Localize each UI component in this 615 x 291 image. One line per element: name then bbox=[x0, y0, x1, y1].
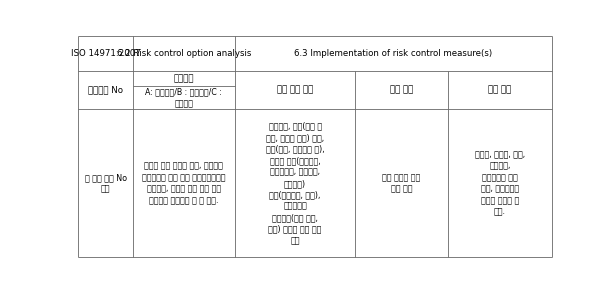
Text: 검증 자료에 대한
방법 기술: 검증 자료에 대한 방법 기술 bbox=[383, 173, 421, 194]
Text: 6.3 Implementation of risk control measure(s): 6.3 Implementation of risk control measu… bbox=[294, 49, 493, 58]
Text: 각 위험 식별 No
기입: 각 위험 식별 No 기입 bbox=[85, 173, 127, 194]
Text: 검증 방법: 검증 방법 bbox=[390, 86, 413, 95]
Text: ISO 14971:2007: ISO 14971:2007 bbox=[71, 49, 141, 58]
Text: 설계에 의한 고유의 안전, 의료기기
자체에서의 또는 제조 프로세스에서의
보호수단, 안전에 관한 정보 등을
위험통제 수단으로 할 수 있다.: 설계에 의한 고유의 안전, 의료기기 자체에서의 또는 제조 프로세스에서의 … bbox=[142, 162, 226, 205]
Text: 고장해결, 부품(특성 및
보호, 인증을 갖춘) 사용,
설계(절연, 동작시간 등),
사용자 제시(사용방법,
인터페이스, 위험사항,
고장해결)
표시: 고장해결, 부품(특성 및 보호, 인증을 갖춘) 사용, 설계(절연, 동작시… bbox=[266, 122, 324, 245]
Text: 위해식별 No: 위해식별 No bbox=[88, 86, 123, 95]
Text: 검증 자료: 검증 자료 bbox=[488, 86, 512, 95]
Text: 위험 통제 이행: 위험 통제 이행 bbox=[277, 86, 313, 95]
Text: A: 설계변경/B : 보호수단/C :
정보제공: A: 설계변경/B : 보호수단/C : 정보제공 bbox=[145, 88, 222, 108]
Text: 위험통제: 위험통제 bbox=[173, 74, 194, 83]
Text: 6.2 Risk control option analysis: 6.2 Risk control option analysis bbox=[117, 49, 251, 58]
Text: 사양서, 매뉴얼, 라벨,
설계도면,
소프트웨어 검증
자료, 시험성적서
등으로 검증할 수
있다.: 사양서, 매뉴얼, 라벨, 설계도면, 소프트웨어 검증 자료, 시험성적서 등… bbox=[475, 150, 525, 217]
